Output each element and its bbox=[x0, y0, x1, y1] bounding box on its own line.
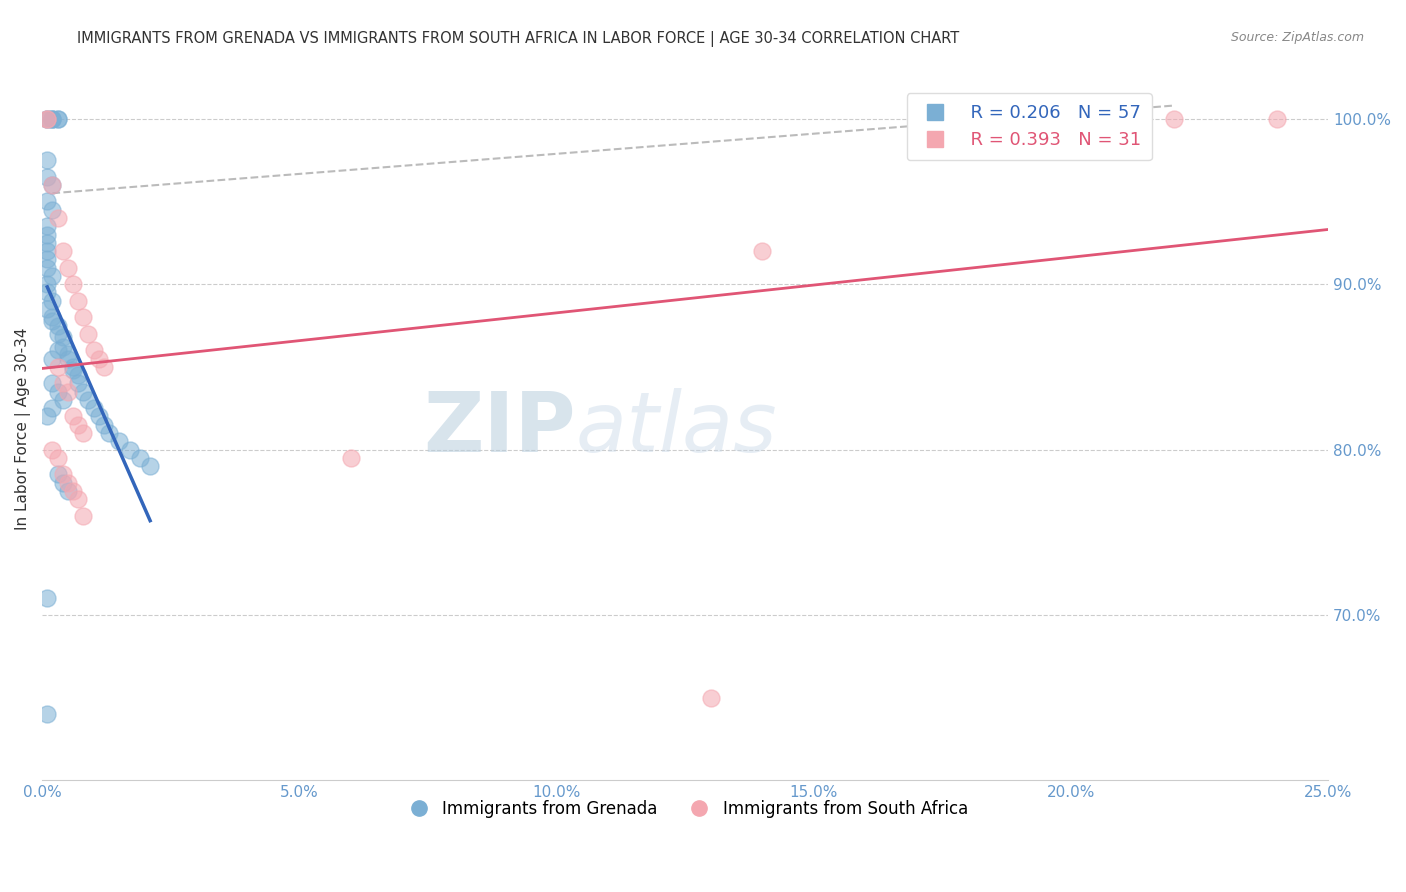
Point bbox=[56, 384, 79, 399]
Point bbox=[37, 285, 59, 300]
Point bbox=[41, 293, 63, 308]
Text: Source: ZipAtlas.com: Source: ZipAtlas.com bbox=[1230, 31, 1364, 45]
Text: ZIP: ZIP bbox=[423, 388, 576, 469]
Point bbox=[56, 351, 79, 366]
Point bbox=[56, 483, 79, 498]
Point bbox=[67, 417, 90, 432]
Point bbox=[62, 359, 84, 374]
Point bbox=[108, 434, 131, 449]
Point bbox=[37, 235, 59, 250]
Point bbox=[77, 392, 100, 407]
Point bbox=[37, 277, 59, 292]
Point bbox=[37, 112, 59, 126]
Point bbox=[52, 392, 75, 407]
Point bbox=[56, 260, 79, 275]
Point bbox=[41, 112, 63, 126]
Point bbox=[1265, 112, 1288, 126]
Point bbox=[72, 508, 94, 523]
Point bbox=[67, 293, 90, 308]
Point bbox=[52, 475, 75, 490]
Point bbox=[46, 112, 69, 126]
Point bbox=[72, 310, 94, 325]
Point bbox=[751, 244, 773, 258]
Point bbox=[56, 346, 79, 360]
Point bbox=[41, 376, 63, 391]
Text: IMMIGRANTS FROM GRENADA VS IMMIGRANTS FROM SOUTH AFRICA IN LABOR FORCE | AGE 30-: IMMIGRANTS FROM GRENADA VS IMMIGRANTS FR… bbox=[77, 31, 959, 47]
Point bbox=[93, 359, 115, 374]
Point bbox=[41, 313, 63, 327]
Point bbox=[46, 112, 69, 126]
Point bbox=[37, 227, 59, 242]
Legend: Immigrants from Grenada, Immigrants from South Africa: Immigrants from Grenada, Immigrants from… bbox=[395, 793, 974, 825]
Point bbox=[62, 483, 84, 498]
Point bbox=[56, 475, 79, 490]
Point bbox=[41, 112, 63, 126]
Point bbox=[67, 376, 90, 391]
Point bbox=[52, 330, 75, 344]
Point bbox=[52, 467, 75, 482]
Point bbox=[52, 376, 75, 391]
Point bbox=[46, 384, 69, 399]
Point bbox=[52, 340, 75, 354]
Point bbox=[46, 359, 69, 374]
Point bbox=[37, 409, 59, 424]
Point bbox=[87, 409, 110, 424]
Point bbox=[37, 112, 59, 126]
Point bbox=[700, 690, 723, 705]
Point bbox=[339, 450, 361, 465]
Point bbox=[41, 178, 63, 192]
Point bbox=[37, 252, 59, 267]
Point bbox=[41, 112, 63, 126]
Point bbox=[67, 368, 90, 383]
Point bbox=[46, 326, 69, 341]
Point bbox=[46, 211, 69, 225]
Point bbox=[41, 351, 63, 366]
Point bbox=[93, 417, 115, 432]
Point bbox=[52, 244, 75, 258]
Point bbox=[37, 707, 59, 722]
Text: atlas: atlas bbox=[576, 388, 778, 469]
Point bbox=[46, 450, 69, 465]
Point bbox=[37, 112, 59, 126]
Y-axis label: In Labor Force | Age 30-34: In Labor Force | Age 30-34 bbox=[15, 327, 31, 530]
Point bbox=[37, 591, 59, 606]
Point bbox=[41, 178, 63, 192]
Point bbox=[41, 401, 63, 416]
Point bbox=[62, 363, 84, 377]
Point bbox=[77, 326, 100, 341]
Point bbox=[62, 409, 84, 424]
Point bbox=[139, 459, 162, 474]
Point bbox=[98, 425, 121, 440]
Point bbox=[37, 301, 59, 316]
Point bbox=[1163, 112, 1185, 126]
Point bbox=[37, 153, 59, 168]
Point bbox=[67, 492, 90, 507]
Point bbox=[72, 384, 94, 399]
Point bbox=[37, 169, 59, 184]
Point bbox=[72, 425, 94, 440]
Point bbox=[41, 202, 63, 217]
Point bbox=[37, 260, 59, 275]
Point bbox=[37, 194, 59, 209]
Point bbox=[46, 467, 69, 482]
Point bbox=[37, 219, 59, 234]
Point bbox=[41, 268, 63, 283]
Point bbox=[41, 442, 63, 457]
Point bbox=[37, 112, 59, 126]
Point bbox=[37, 244, 59, 258]
Point bbox=[46, 318, 69, 333]
Point bbox=[83, 401, 105, 416]
Point bbox=[118, 442, 141, 457]
Point bbox=[41, 310, 63, 325]
Point bbox=[83, 343, 105, 358]
Point bbox=[62, 277, 84, 292]
Point bbox=[46, 343, 69, 358]
Point bbox=[87, 351, 110, 366]
Point bbox=[128, 450, 150, 465]
